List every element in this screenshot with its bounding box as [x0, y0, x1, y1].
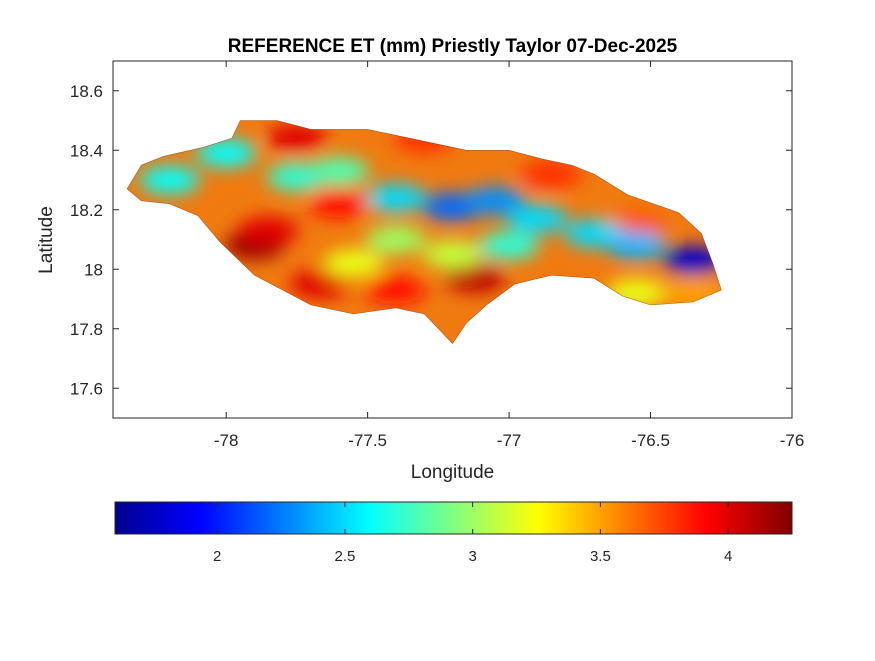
heat-spot-20 — [606, 231, 667, 260]
heat-spot-8 — [521, 160, 582, 188]
x-tick-label: -76 — [780, 431, 805, 450]
colorbar-tick-label: 3.5 — [590, 548, 611, 565]
x-tick-label: -78 — [214, 431, 239, 450]
y-tick-label: 18 — [84, 260, 103, 279]
colorbar — [114, 501, 793, 535]
y-tick-label: 17.8 — [70, 320, 103, 339]
colorbar-tick-label: 3 — [468, 548, 476, 565]
colorbar-tick-label: 4 — [724, 548, 732, 565]
heat-spot-6 — [309, 189, 370, 218]
heat-spot-25 — [323, 249, 384, 278]
heat-spots — [139, 124, 722, 307]
heat-spot-0 — [266, 124, 327, 153]
island-outline — [126, 120, 722, 345]
heat-spot-15 — [365, 183, 426, 212]
x-tick-label: -76.5 — [631, 431, 670, 450]
colorbar-tick-label: 2.5 — [334, 548, 355, 565]
y-tick-label: 18.2 — [70, 201, 103, 220]
heat-spot-2 — [238, 216, 299, 245]
heat-spot-5 — [445, 264, 506, 293]
heat-spot-14 — [309, 157, 370, 186]
heat-spot-18 — [507, 204, 568, 233]
x-tick-label: -77 — [497, 431, 522, 450]
heat-spot-21 — [663, 246, 722, 275]
colorbar-tick-label: 2 — [213, 548, 221, 565]
heat-spot-4 — [365, 276, 426, 305]
heat-spot-24 — [365, 225, 426, 254]
heat-spot-17 — [464, 186, 525, 215]
x-axis-label: Longitude — [411, 462, 494, 483]
chart-title: REFERENCE ET (mm) Priestly Taylor 07-Dec… — [228, 36, 678, 57]
y-tick-label: 18.4 — [70, 141, 103, 160]
heat-spot-11 — [139, 166, 200, 194]
x-axis-ticks: -78 -77.5 -77 -76.5 -76 — [214, 61, 804, 450]
heat-spot-3 — [289, 270, 350, 299]
heat-spot-22 — [479, 231, 540, 260]
y-tick-label: 18.6 — [70, 82, 103, 101]
heat-spot-23 — [422, 240, 483, 269]
y-tick-label: 17.6 — [70, 379, 103, 398]
y-axis-ticks: 17.6 17.8 18 18.2 18.4 18.6 — [70, 82, 792, 398]
heat-spot-12 — [196, 139, 257, 168]
x-tick-label: -77.5 — [348, 431, 387, 450]
colorbar-ticks: 2 2.5 3 3.5 4 — [213, 502, 732, 565]
y-axis-label: Latitude — [36, 206, 57, 274]
